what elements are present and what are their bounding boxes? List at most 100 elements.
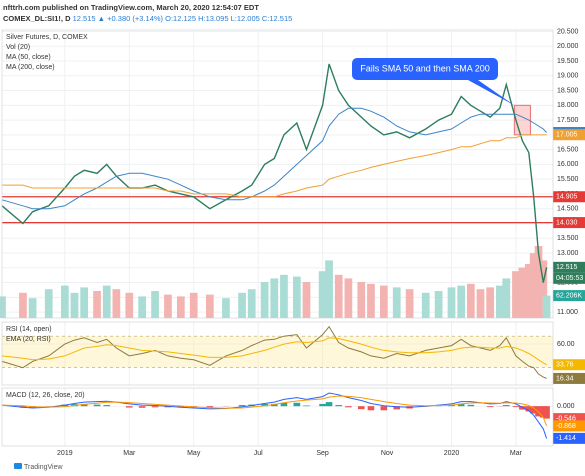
histogram-bar [261, 403, 268, 407]
y-tick-label: 14.500 [557, 206, 579, 213]
y-tick-label: 20.000 [557, 43, 579, 50]
histogram-bar [303, 405, 310, 407]
series-last-label-tag [553, 420, 585, 432]
volume-bar [176, 296, 185, 318]
series-line [1, 395, 548, 427]
series-last-label: 16.34 [556, 375, 574, 382]
volume-bar [486, 287, 495, 318]
volume-bar [367, 283, 375, 318]
volume-bar [447, 287, 456, 318]
rsi-band [2, 336, 553, 368]
level-label: 14.030 [556, 219, 578, 226]
histogram-bar [206, 406, 214, 408]
volume-bar [247, 289, 256, 318]
pane-title: MACD (12, 26, close, 20) [6, 392, 85, 399]
histogram-bar [280, 402, 288, 407]
volume-bar [222, 298, 230, 318]
series-last-label: -0.868 [556, 423, 576, 430]
histogram-bar [125, 406, 133, 408]
y-tick-label: 19.500 [557, 58, 579, 65]
logo [14, 463, 22, 469]
x-tick-label: Jul [254, 450, 263, 457]
y-tick-label: 17.500 [557, 117, 579, 124]
series-line [1, 63, 548, 283]
countdown-tag [553, 272, 585, 284]
change: ▲ +0.380 (+3.14%) [97, 14, 164, 23]
volume-bar [534, 246, 543, 318]
x-tick-label: Nov [381, 450, 394, 457]
volume-bar [270, 278, 279, 318]
series-last-label-tag [553, 432, 585, 444]
histogram-bar [502, 405, 510, 407]
pane-border [1, 321, 554, 386]
y-tick-label: 19.000 [557, 73, 579, 80]
volume-bar [80, 287, 89, 318]
histogram-bar [367, 406, 375, 411]
volume-bar [151, 291, 159, 318]
histogram-bar [138, 406, 146, 408]
volume-bar [542, 295, 551, 318]
volume-bar [189, 292, 198, 318]
volume-last-label: 62.206K [556, 292, 582, 299]
countdown: 04:05:53 [556, 275, 583, 282]
histogram-bar [357, 406, 365, 410]
ohlc: O:12.125 H:13.095 L:12.005 C:12.515 [165, 14, 293, 23]
y-tick-label: 13.500 [557, 235, 579, 242]
y-tick-label: 11.000 [557, 309, 578, 316]
series-last-label-tag [553, 372, 585, 384]
histogram-bar [530, 406, 537, 414]
series-last-label: 33.76 [556, 362, 574, 369]
volume-bar [379, 285, 388, 318]
volume-bar [524, 264, 533, 318]
y-tick-label: 18.000 [557, 102, 579, 109]
volume-bar [112, 289, 121, 318]
volume-bar [421, 292, 430, 318]
volume-bar [70, 292, 79, 318]
volume-bar [164, 294, 172, 318]
volume-bar [325, 260, 333, 318]
volume-bar [495, 285, 504, 318]
volume-bar [102, 285, 111, 318]
callout-box [352, 58, 498, 80]
volume-bar [434, 291, 443, 318]
callout-text: Fails SMA 50 and then SMA 200 [360, 63, 490, 73]
y-tick-label: 15.500 [557, 176, 579, 183]
histogram-bar [543, 406, 550, 419]
y-tick-label: 20.500 [557, 28, 579, 35]
legend-entry: Vol (20) [6, 44, 30, 51]
histogram-bar [293, 402, 301, 407]
volume-bar [60, 285, 69, 318]
volume-bar [357, 282, 366, 318]
x-tick-label: May [187, 450, 201, 457]
volume-bar [138, 296, 147, 318]
y-tick-label: 0.000 [557, 403, 575, 410]
histogram-bar [319, 403, 326, 407]
histogram-bar [457, 403, 465, 407]
series-line [2, 134, 547, 198]
histogram-bar [486, 406, 494, 408]
volume-bar [344, 278, 353, 318]
y-tick-label: 16.500 [557, 146, 579, 153]
level-label: 14.905 [556, 194, 578, 201]
pane-title: Silver Futures, D, COMEX [6, 34, 88, 41]
volume-bar [302, 282, 311, 318]
publisher-line: nfttrh.com published on TradingView.com,… [3, 3, 259, 12]
histogram-bar [448, 405, 455, 407]
y-tick-label: 60.00 [557, 341, 575, 348]
y-tick-label: 18.500 [557, 87, 579, 94]
histogram-bar [80, 403, 88, 407]
series-last-label-tag [553, 359, 585, 371]
volume-bar [125, 292, 134, 318]
footer: TradingView [14, 463, 63, 471]
histogram-last-label: -0.546 [556, 415, 576, 422]
histogram-bar [93, 404, 101, 407]
x-tick-label: Sep [316, 450, 329, 457]
volume-bar [502, 278, 511, 318]
histogram-bar [335, 405, 343, 407]
volume-bar [0, 296, 6, 318]
histogram-bar [525, 406, 533, 412]
last-price: 12.515 [72, 14, 96, 23]
y-tick-label: 13.000 [557, 250, 579, 257]
volume-bar [476, 289, 485, 318]
